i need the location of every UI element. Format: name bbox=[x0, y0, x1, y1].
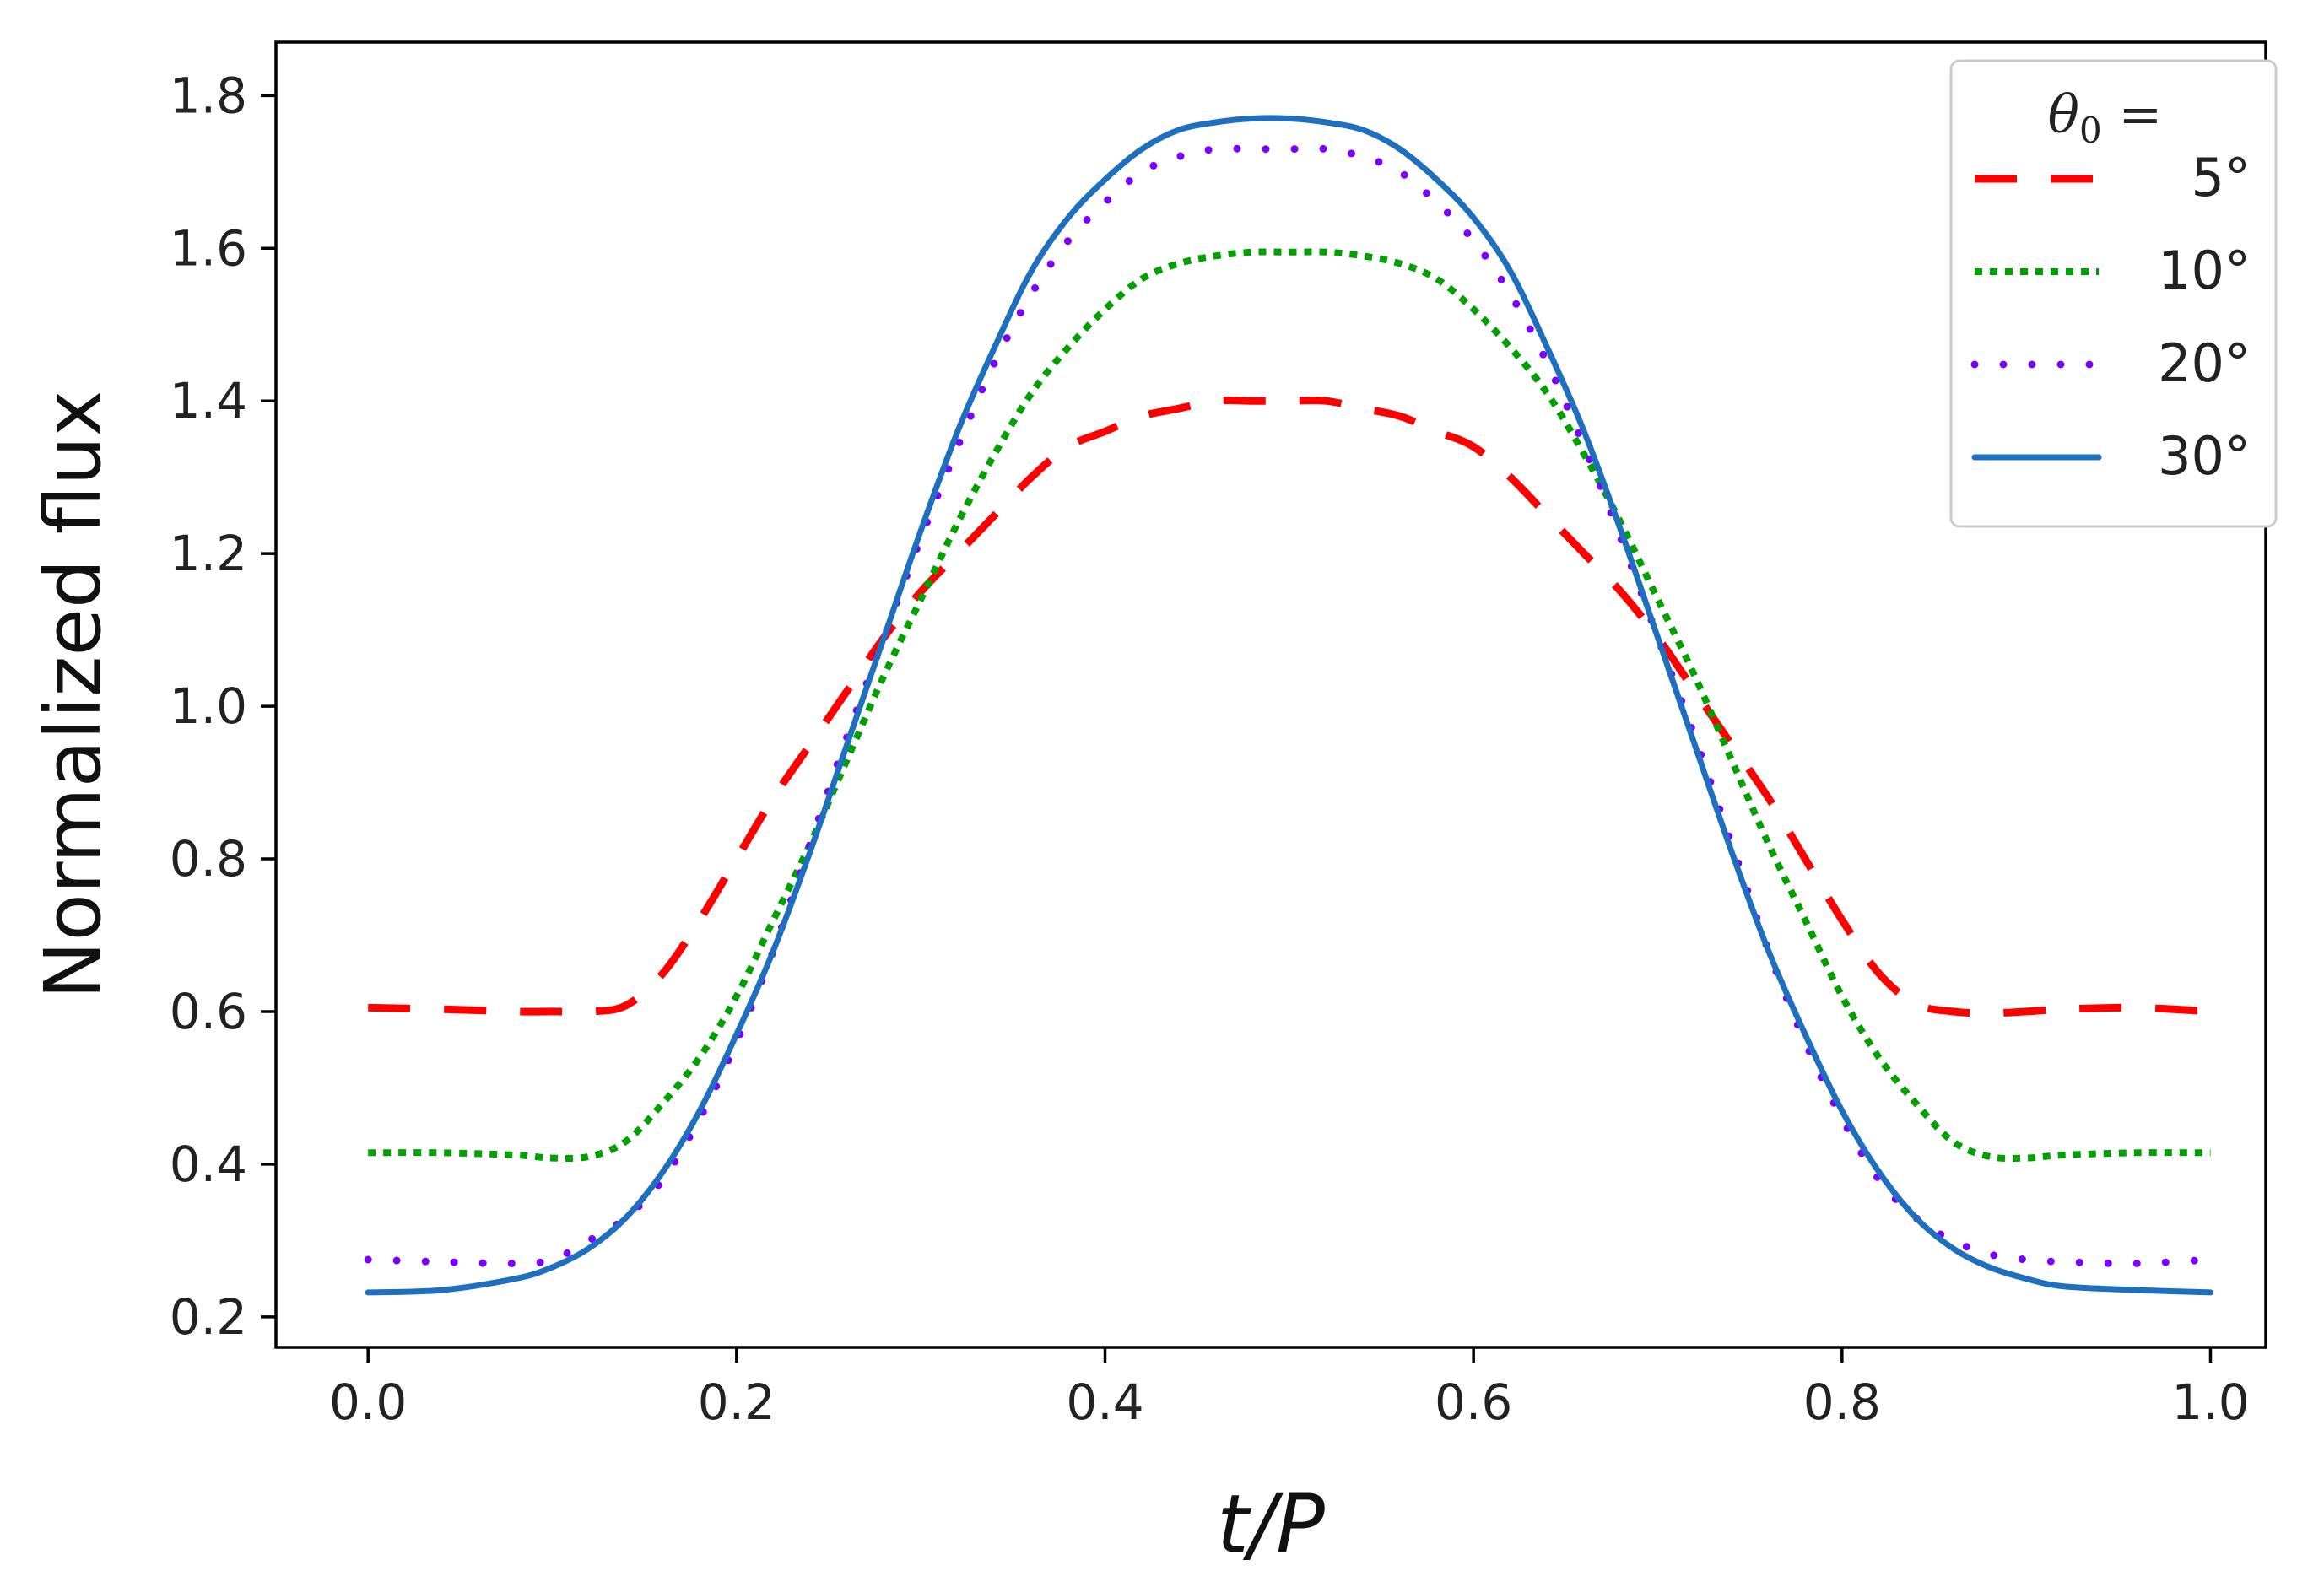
series-line-4 bbox=[365, 115, 2213, 1296]
legend-title: θ0 = bbox=[2048, 84, 2163, 151]
y-tick-label: 1.6 bbox=[170, 219, 247, 277]
x-tick-label: 0.8 bbox=[1803, 1374, 1881, 1431]
series-line-2 bbox=[368, 248, 2211, 1163]
x-tick-label: 0.2 bbox=[698, 1374, 776, 1431]
y-tick-label: 1.4 bbox=[170, 372, 247, 429]
y-tick-label: 1.8 bbox=[170, 67, 247, 124]
x-tick-label: 0.0 bbox=[329, 1374, 407, 1431]
ticks-layer: 0.0 0.2 0.4 0.6 0.8 1.0 0.2 0.4 0.6 0.8 1.0 1.2 1.4 1… bbox=[170, 67, 2250, 1431]
legend-label-2: 10° bbox=[2158, 240, 2251, 301]
y-axis-title: Normalized flux bbox=[28, 391, 118, 1000]
x-tick-label: 1.0 bbox=[2171, 1374, 2249, 1431]
y-tick-label: 0.2 bbox=[170, 1288, 247, 1346]
x-axis-title: t/P bbox=[1217, 1477, 1325, 1572]
legend-label-4: 30° bbox=[2158, 425, 2251, 487]
series-line-1 bbox=[368, 397, 2211, 1017]
legend: θ0 = 5° 10° 20° 30° bbox=[1949, 59, 2278, 528]
y-tick-label: 1.2 bbox=[170, 525, 247, 582]
legend-label-1: 5° bbox=[2192, 147, 2251, 208]
plot-frame bbox=[274, 40, 2267, 1349]
series-layer bbox=[364, 115, 2214, 1296]
y-tick-label: 1.0 bbox=[170, 677, 247, 735]
legend-box bbox=[1949, 59, 2278, 528]
y-tick-label: 0.6 bbox=[170, 983, 247, 1040]
legend-label-3: 20° bbox=[2158, 332, 2251, 394]
x-tick-label: 0.4 bbox=[1066, 1374, 1143, 1431]
series-line-3 bbox=[364, 144, 2214, 1268]
y-tick-label: 0.4 bbox=[170, 1136, 247, 1193]
y-tick-label: 0.8 bbox=[170, 830, 247, 888]
x-tick-label: 0.6 bbox=[1435, 1374, 1512, 1431]
